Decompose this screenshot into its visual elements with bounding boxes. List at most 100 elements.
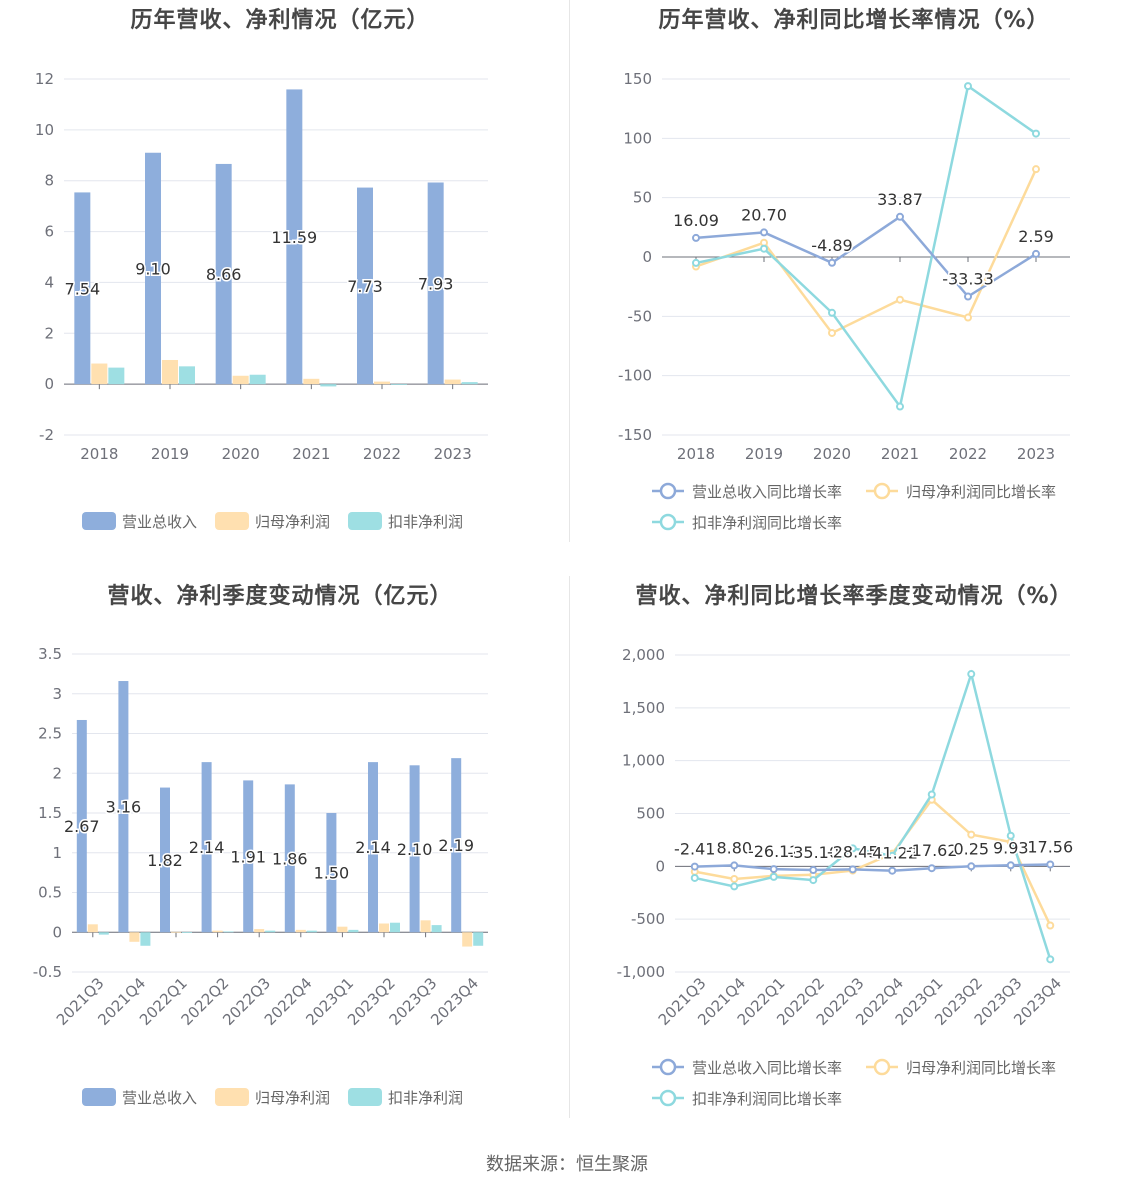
data-label: 7.73 (347, 277, 383, 296)
bar-1 (374, 381, 390, 385)
bar-1 (171, 931, 181, 933)
data-point-0 (730, 861, 739, 870)
data-label: 1.50 (314, 864, 350, 883)
bar-0 (118, 681, 129, 933)
y-tick-label: 0 (52, 923, 62, 941)
legend-swatch (215, 1088, 249, 1106)
x-tick-label: 2022 (363, 445, 401, 463)
legend-swatch (348, 512, 382, 530)
annual-revenue-profit-chart: -2 0 2 4 6 8 10 12 2018 2019 2020 2021 2022 2023 7.54 9… (35, 70, 488, 531)
legend-label: 扣非净利润同比增长率 (692, 514, 842, 532)
legend-label: 归母净利润 (255, 513, 330, 531)
y-tick-label: 6 (44, 223, 54, 241)
quarterly-revenue-profit-chart: -0.500.511.522.533.52021Q32021Q42022Q120… (33, 645, 488, 1107)
data-point-2 (692, 258, 700, 267)
bar-0 (201, 762, 212, 933)
data-point-0 (888, 866, 897, 875)
data-label: 1.82 (147, 851, 183, 870)
bar-0 (451, 758, 462, 933)
data-label: 16.09 (673, 211, 719, 230)
data-label: -35.10 (787, 843, 839, 862)
bar-2 (348, 929, 359, 933)
y-tick-label: 0 (642, 248, 652, 266)
data-label: 7.93 (418, 274, 454, 293)
data-label: -41.22 (866, 844, 918, 863)
data-point-2 (828, 308, 836, 317)
bar-2 (320, 384, 337, 387)
y-tick-label: -500 (631, 910, 665, 928)
data-point-2 (730, 882, 739, 891)
data-point-0 (692, 233, 700, 242)
data-point-2 (809, 876, 818, 885)
y-tick-label: -50 (628, 307, 653, 325)
bar-1 (162, 359, 178, 385)
data-point-2 (690, 873, 699, 882)
legend-marker (659, 513, 677, 531)
data-label: 1.91 (230, 847, 266, 866)
y-tick-label: 500 (636, 805, 665, 823)
series-line-1 (694, 797, 1052, 927)
legend-swatch (82, 1088, 116, 1106)
data-source: 数据来源：恒生聚源 (486, 1154, 648, 1175)
series-line-2 (695, 84, 1037, 410)
bar-2 (461, 382, 478, 385)
bar-2 (140, 932, 151, 946)
data-point-0 (1006, 861, 1015, 870)
legend-label: 扣非净利润 (388, 513, 463, 531)
data-point-2 (1032, 129, 1040, 138)
y-tick-label: 1 (52, 844, 62, 862)
data-label: 17.56 (1027, 837, 1073, 856)
chart-title: 历年营收、净利情况（亿元） (130, 8, 430, 33)
legend-marker (873, 1058, 891, 1076)
data-point-2 (964, 82, 972, 91)
bar-0 (368, 762, 378, 933)
data-point-1 (896, 295, 904, 304)
data-point-0 (927, 864, 936, 873)
y-tick-label: 150 (623, 70, 652, 88)
y-tick-label: 0.5 (38, 884, 62, 902)
y-tick-label: 3 (52, 685, 62, 703)
bar-2 (431, 925, 442, 933)
bar-2 (473, 932, 484, 946)
series-line-0 (695, 215, 1037, 299)
x-tick-label: 2019 (151, 445, 189, 463)
data-label: 2.10 (397, 840, 433, 859)
bar-1 (303, 378, 320, 385)
y-tick-label: 8 (44, 172, 54, 190)
bar-2 (391, 384, 407, 385)
data-point-0 (769, 865, 778, 874)
data-label: 2.14 (355, 838, 391, 857)
data-label: 9.10 (135, 259, 171, 278)
bar-1 (129, 932, 140, 942)
bar-1 (379, 923, 389, 933)
legend-label: 归母净利润 (255, 1089, 330, 1107)
bar-2 (249, 374, 266, 385)
legend-swatch (215, 512, 249, 530)
legend-swatch (348, 1088, 382, 1106)
bar-0 (243, 780, 254, 933)
legend-marker (659, 1089, 677, 1107)
bar-1 (337, 926, 348, 933)
bar-1 (420, 920, 431, 933)
data-point-0 (760, 228, 768, 237)
bar-1 (212, 930, 223, 933)
data-label: 7.54 (65, 279, 101, 298)
bar-2 (179, 366, 195, 385)
bar-2 (98, 932, 109, 935)
panel-divider-top (569, 0, 570, 542)
y-tick-label: 4 (44, 273, 54, 291)
data-label: 2.14 (189, 838, 225, 857)
data-label: 3.16 (106, 798, 142, 817)
x-tick-label: 2020 (222, 445, 260, 463)
bar-0 (74, 192, 91, 385)
data-label: 2.19 (438, 836, 474, 855)
bar-1 (254, 929, 265, 933)
y-tick-label: 12 (35, 70, 54, 88)
quarterly-revenue-profit-panel: 营收、净利季度变动情况（亿元） -0.5 0 0.5 1 1.5 2 2.5 3 3.5 2021… (0, 576, 560, 1136)
legend-label: 营业总收入 (122, 1089, 197, 1107)
legend-label: 扣非净利润同比增长率 (692, 1090, 842, 1108)
y-tick-label: -100 (618, 367, 652, 385)
annual-growth-rate-chart: -150 -100 -50 0 50 100 150 2018 2019 2020 2021 2022… (618, 70, 1070, 532)
y-tick-label: 2 (44, 324, 54, 342)
data-label: -4.89 (811, 236, 852, 255)
